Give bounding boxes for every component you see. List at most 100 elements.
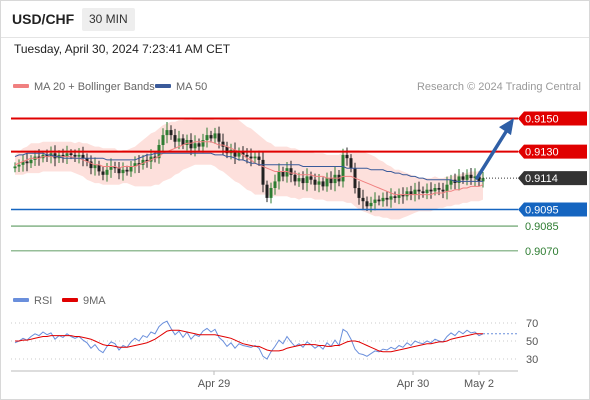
candle-body — [281, 171, 285, 177]
candle-body — [397, 194, 401, 198]
candle — [29, 155, 33, 168]
candle-body — [333, 174, 337, 184]
candle-body — [301, 178, 305, 184]
resistance-1-label: 0.9130 — [525, 147, 559, 159]
rsi-line — [14, 320, 484, 360]
candle-body — [261, 159, 265, 185]
candle-body — [89, 161, 93, 169]
candle-body — [357, 188, 361, 198]
candle-body — [465, 174, 469, 180]
candle — [201, 133, 205, 153]
candle — [413, 182, 417, 202]
candle — [469, 168, 473, 185]
candle-body — [293, 174, 297, 182]
projection-arrow-shaft — [475, 128, 509, 180]
candle — [153, 152, 157, 163]
candle — [465, 169, 469, 186]
candle — [409, 185, 413, 201]
candle-body — [377, 199, 381, 202]
resistance-1-level: 0.9130 — [11, 144, 587, 159]
candle-body — [345, 154, 349, 159]
candle — [277, 163, 281, 190]
resistance-1-tag — [518, 144, 587, 159]
x-tick-label: Apr 30 — [397, 378, 429, 390]
projection-arrow-head — [499, 118, 514, 136]
candle — [305, 168, 309, 192]
candle — [317, 174, 321, 193]
candle-body — [361, 197, 365, 202]
candle-body — [13, 166, 17, 169]
candle — [93, 157, 97, 176]
candle-body — [137, 163, 141, 165]
candle-body — [109, 166, 113, 170]
candle-body — [213, 133, 217, 139]
candle-body — [209, 135, 213, 139]
candle-body — [133, 163, 137, 167]
candle-body — [217, 133, 221, 142]
candle — [213, 127, 217, 144]
x-tick-label: Apr 29 — [198, 378, 230, 390]
candle — [257, 150, 261, 166]
candle-body — [45, 154, 49, 157]
ma50-legend-label: MA 50 — [176, 81, 207, 93]
support-3-level: 0.9070 — [11, 246, 559, 258]
candle — [349, 154, 353, 173]
candle — [145, 153, 149, 168]
candle — [253, 151, 257, 163]
candle-body — [117, 168, 121, 174]
candle-body — [469, 174, 473, 179]
candle-body — [61, 154, 65, 157]
candle — [161, 128, 165, 152]
candle — [197, 138, 201, 152]
candle — [209, 130, 213, 143]
candle-body — [21, 161, 25, 165]
candle — [285, 162, 289, 183]
timeframe-button[interactable]: 30 MIN — [82, 8, 135, 31]
candle-body — [121, 169, 125, 174]
candle-body — [329, 178, 333, 184]
candle-body — [101, 171, 105, 175]
x-tick: May 2 — [464, 371, 494, 390]
candle — [433, 183, 437, 196]
candle-body — [481, 178, 485, 182]
candle-body — [73, 154, 77, 157]
candle — [321, 177, 325, 191]
candle-body — [425, 189, 429, 193]
candle — [205, 127, 209, 148]
candle-body — [313, 179, 317, 185]
candle-body — [25, 161, 29, 164]
rsi-ma-legend-swatch — [62, 298, 78, 302]
ma20-legend-label: MA 20 + Bollinger Bands — [34, 81, 155, 93]
rsi-legend-label: RSI — [34, 295, 52, 307]
candle — [389, 188, 393, 208]
candle — [117, 162, 121, 180]
candle — [17, 159, 21, 172]
candle-body — [113, 166, 117, 169]
header-divider — [1, 37, 589, 38]
candle-body — [405, 191, 409, 197]
candle-body — [125, 169, 129, 172]
candle — [181, 134, 185, 150]
candle — [273, 174, 277, 195]
candle — [265, 180, 269, 203]
candle — [393, 191, 397, 203]
candle-body — [393, 196, 397, 198]
candle-body — [385, 197, 389, 200]
candle — [341, 148, 345, 188]
candle — [333, 166, 337, 192]
symbol-title: USD/CHF — [12, 11, 75, 27]
candle — [65, 145, 69, 164]
rsi-panel: 70 50 30 — [11, 318, 538, 366]
rsi-legend: RSI 9MA — [13, 295, 106, 307]
rsi-gridline: 70 — [11, 318, 538, 330]
rsi-legend-swatch — [13, 298, 29, 302]
candle — [233, 142, 237, 164]
current-level: 0.9114 — [477, 171, 587, 186]
candle-body — [473, 176, 477, 179]
x-tick: Apr 29 — [198, 371, 230, 390]
resistance-2-level: 0.9150 — [11, 111, 587, 126]
candle — [109, 158, 113, 178]
candle-body — [193, 143, 197, 149]
